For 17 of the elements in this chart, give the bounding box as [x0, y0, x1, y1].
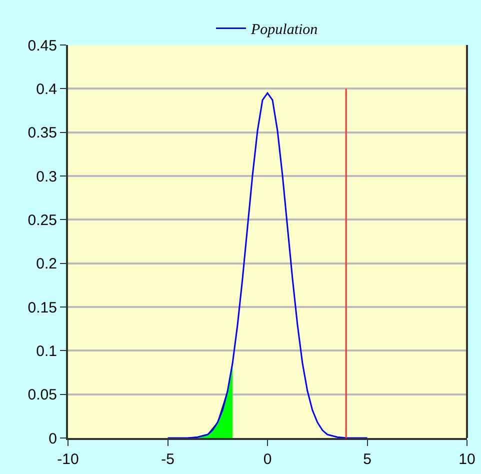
y-tick-label: 0.05	[28, 386, 57, 404]
y-tick-label: 0.25	[28, 212, 57, 229]
y-tick-label: 0.2	[36, 256, 57, 273]
y-tick-label: 0.1	[36, 342, 57, 360]
x-tick-label: -5	[161, 451, 174, 468]
legend-label: Population	[250, 22, 318, 38]
y-tick-label: 0.35	[28, 124, 57, 142]
x-tick-label: 5	[363, 451, 372, 468]
y-tick-label: 0.15	[28, 299, 57, 316]
x-tick-label: 0	[263, 451, 272, 468]
y-tick-label: 0.45	[28, 37, 57, 54]
y-tick-label: 0	[48, 430, 57, 448]
line-series	[167, 92, 368, 438]
y-tick-label: 0.3	[36, 168, 57, 186]
x-tick-label: 10	[458, 451, 476, 468]
x-tick-label: -10	[57, 451, 79, 468]
y-tick-label: 0.4	[36, 80, 57, 98]
